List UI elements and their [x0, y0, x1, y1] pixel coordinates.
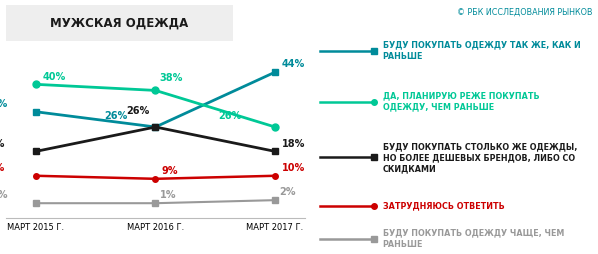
- Text: МУЖСКАЯ ОДЕЖДА: МУЖСКАЯ ОДЕЖДА: [50, 16, 189, 29]
- Text: 44%: 44%: [282, 59, 305, 69]
- Text: 26%: 26%: [105, 112, 128, 121]
- Text: 18%: 18%: [0, 139, 5, 149]
- Text: БУДУ ПОКУПАТЬ ОДЕЖДУ ЧАЩЕ, ЧЕМ
РАНЬШЕ: БУДУ ПОКУПАТЬ ОДЕЖДУ ЧАЩЕ, ЧЕМ РАНЬШЕ: [383, 229, 564, 249]
- Text: 10%: 10%: [282, 163, 305, 173]
- Text: ЗАТРУДНЯЮСЬ ОТВЕТИТЬ: ЗАТРУДНЯЮСЬ ОТВЕТИТЬ: [383, 201, 505, 210]
- Text: 2%: 2%: [279, 187, 296, 197]
- Text: 40%: 40%: [43, 72, 66, 82]
- Text: 26%: 26%: [127, 106, 150, 116]
- Text: © РБК ИССЛЕДОВАНИЯ РЫНКОВ: © РБК ИССЛЕДОВАНИЯ РЫНКОВ: [456, 8, 592, 17]
- Text: 18%: 18%: [282, 139, 306, 149]
- Text: 31%: 31%: [0, 99, 8, 109]
- Text: 9%: 9%: [161, 166, 178, 176]
- Text: 38%: 38%: [160, 73, 183, 84]
- Text: БУДУ ПОКУПАТЬ СТОЛЬКО ЖЕ ОДЕЖДЫ,
НО БОЛЕЕ ДЕШЕВЫХ БРЕНДОВ, ЛИБО СО
СКИДКАМИ: БУДУ ПОКУПАТЬ СТОЛЬКО ЖЕ ОДЕЖДЫ, НО БОЛЕ…: [383, 142, 577, 173]
- Text: ДА, ПЛАНИРУЮ РЕЖЕ ПОКУПАТЬ
ОДЕЖДУ, ЧЕМ РАНЬШЕ: ДА, ПЛАНИРУЮ РЕЖЕ ПОКУПАТЬ ОДЕЖДУ, ЧЕМ Р…: [383, 91, 539, 112]
- Text: 1%: 1%: [0, 190, 8, 200]
- Text: БУДУ ПОКУПАТЬ ОДЕЖДУ ТАК ЖЕ, КАК И
РАНЬШЕ: БУДУ ПОКУПАТЬ ОДЕЖДУ ТАК ЖЕ, КАК И РАНЬШ…: [383, 41, 581, 61]
- Text: 26%: 26%: [218, 112, 242, 121]
- Text: 10%: 10%: [0, 163, 5, 173]
- Text: 1%: 1%: [160, 190, 176, 200]
